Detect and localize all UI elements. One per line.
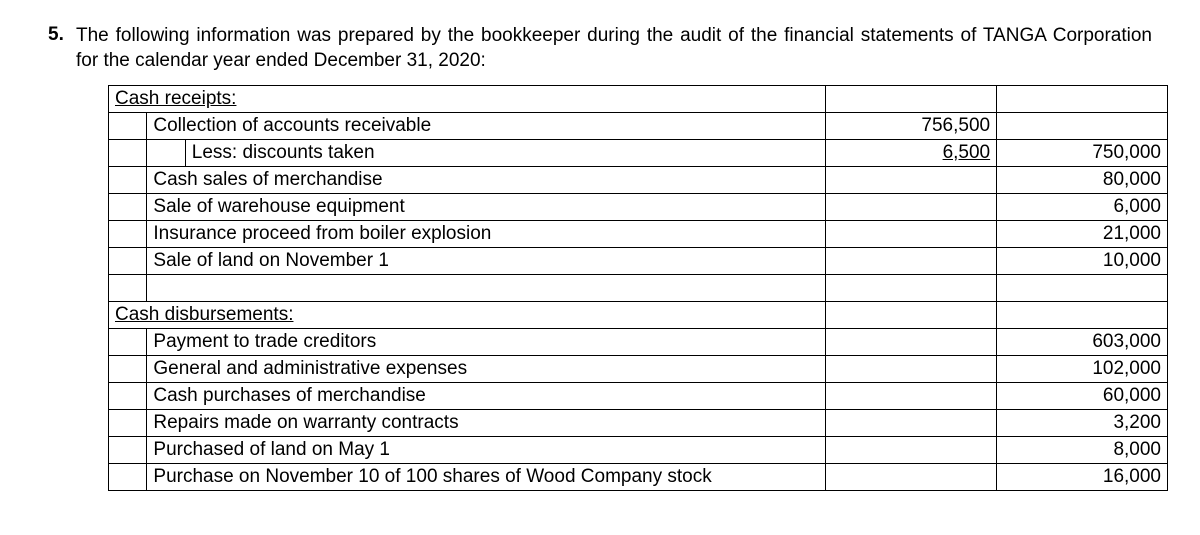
amount-cell-1 xyxy=(826,194,997,221)
amount-col-2 xyxy=(997,302,1168,329)
amount-cell-1 xyxy=(826,167,997,194)
question-block: 5. The following information was prepare… xyxy=(48,24,1152,73)
section-header-row: Cash disbursements: xyxy=(109,302,1168,329)
section-header: Cash disbursements: xyxy=(109,302,826,329)
amount-cell-1 xyxy=(826,248,997,275)
description-cell: Cash purchases of merchandise xyxy=(147,383,826,410)
indent-cell xyxy=(109,113,147,140)
amount-cell-1 xyxy=(826,410,997,437)
description-cell: Sale of land on November 1 xyxy=(147,248,826,275)
amount-col-2 xyxy=(997,86,1168,113)
table-row: Less: discounts taken6,500750,000 xyxy=(109,140,1168,167)
question-text: The following information was prepared b… xyxy=(76,24,1152,73)
amount-cell-1 xyxy=(826,437,997,464)
amount-cell-1: 6,500 xyxy=(826,140,997,167)
amount-cell-1 xyxy=(826,464,997,491)
indent-cell xyxy=(109,194,147,221)
description-cell: Repairs made on warranty contracts xyxy=(147,410,826,437)
indent-cell xyxy=(109,329,147,356)
amount-cell-2: 603,000 xyxy=(997,329,1168,356)
description-cell: Collection of accounts receivable xyxy=(147,113,826,140)
table-row: General and administrative expenses 102,0… xyxy=(109,356,1168,383)
description-cell: Purchase on November 10 of 100 shares of… xyxy=(147,464,826,491)
indent-cell xyxy=(109,140,147,167)
indent-cell xyxy=(109,464,147,491)
indent-cell xyxy=(109,410,147,437)
indent-cell xyxy=(109,383,147,410)
amount-cell-2: 10,000 xyxy=(997,248,1168,275)
cash-table: Cash receipts:Collection of accounts rec… xyxy=(108,85,1168,491)
description-cell: Sale of warehouse equipment xyxy=(147,194,826,221)
table-row: Sale of warehouse equipment 6,000 xyxy=(109,194,1168,221)
description-cell: Purchased of land on May 1 xyxy=(147,437,826,464)
amount-cell-2: 3,200 xyxy=(997,410,1168,437)
description-cell: Less: discounts taken xyxy=(185,140,825,167)
spacer-cell xyxy=(109,275,147,302)
question-number: 5. xyxy=(48,24,76,73)
description-cell: Cash sales of merchandise xyxy=(147,167,826,194)
table-row: Repairs made on warranty contracts 3,200 xyxy=(109,410,1168,437)
indent-cell xyxy=(109,167,147,194)
amount-cell-1 xyxy=(826,356,997,383)
amount-cell-2: 102,000 xyxy=(997,356,1168,383)
indent-cell xyxy=(109,356,147,383)
description-cell: Payment to trade creditors xyxy=(147,329,826,356)
amount-cell-2 xyxy=(997,113,1168,140)
description-cell: Insurance proceed from boiler explosion xyxy=(147,221,826,248)
indent-cell xyxy=(109,221,147,248)
spacer-cell xyxy=(147,275,826,302)
amount-cell-1 xyxy=(826,221,997,248)
table-row: Purchase on November 10 of 100 shares of… xyxy=(109,464,1168,491)
table-row: Purchased of land on May 1 8,000 xyxy=(109,437,1168,464)
section-header-row: Cash receipts: xyxy=(109,86,1168,113)
indent-cell xyxy=(109,437,147,464)
amount-cell-2: 16,000 xyxy=(997,464,1168,491)
amount-cell-2: 80,000 xyxy=(997,167,1168,194)
spacer-row xyxy=(109,275,1168,302)
indent-cell xyxy=(147,140,185,167)
section-header: Cash receipts: xyxy=(109,86,826,113)
amount-cell-1: 756,500 xyxy=(826,113,997,140)
description-cell: General and administrative expenses xyxy=(147,356,826,383)
table-row: Cash purchases of merchandise 60,000 xyxy=(109,383,1168,410)
table-row: Cash sales of merchandise 80,000 xyxy=(109,167,1168,194)
amount-cell-2: 6,000 xyxy=(997,194,1168,221)
indent-cell xyxy=(109,248,147,275)
table-row: Sale of land on November 1 10,000 xyxy=(109,248,1168,275)
amount-cell-1 xyxy=(826,383,997,410)
amount-cell-1 xyxy=(826,329,997,356)
amount-col-1 xyxy=(826,86,997,113)
spacer-cell xyxy=(826,275,997,302)
table-row: Collection of accounts receivable756,500 xyxy=(109,113,1168,140)
table-row: Payment to trade creditors 603,000 xyxy=(109,329,1168,356)
amount-cell-2: 750,000 xyxy=(997,140,1168,167)
amount-col-1 xyxy=(826,302,997,329)
spacer-cell xyxy=(997,275,1168,302)
amount-cell-2: 21,000 xyxy=(997,221,1168,248)
amount-cell-2: 60,000 xyxy=(997,383,1168,410)
amount-cell-2: 8,000 xyxy=(997,437,1168,464)
table-row: Insurance proceed from boiler explosion 2… xyxy=(109,221,1168,248)
